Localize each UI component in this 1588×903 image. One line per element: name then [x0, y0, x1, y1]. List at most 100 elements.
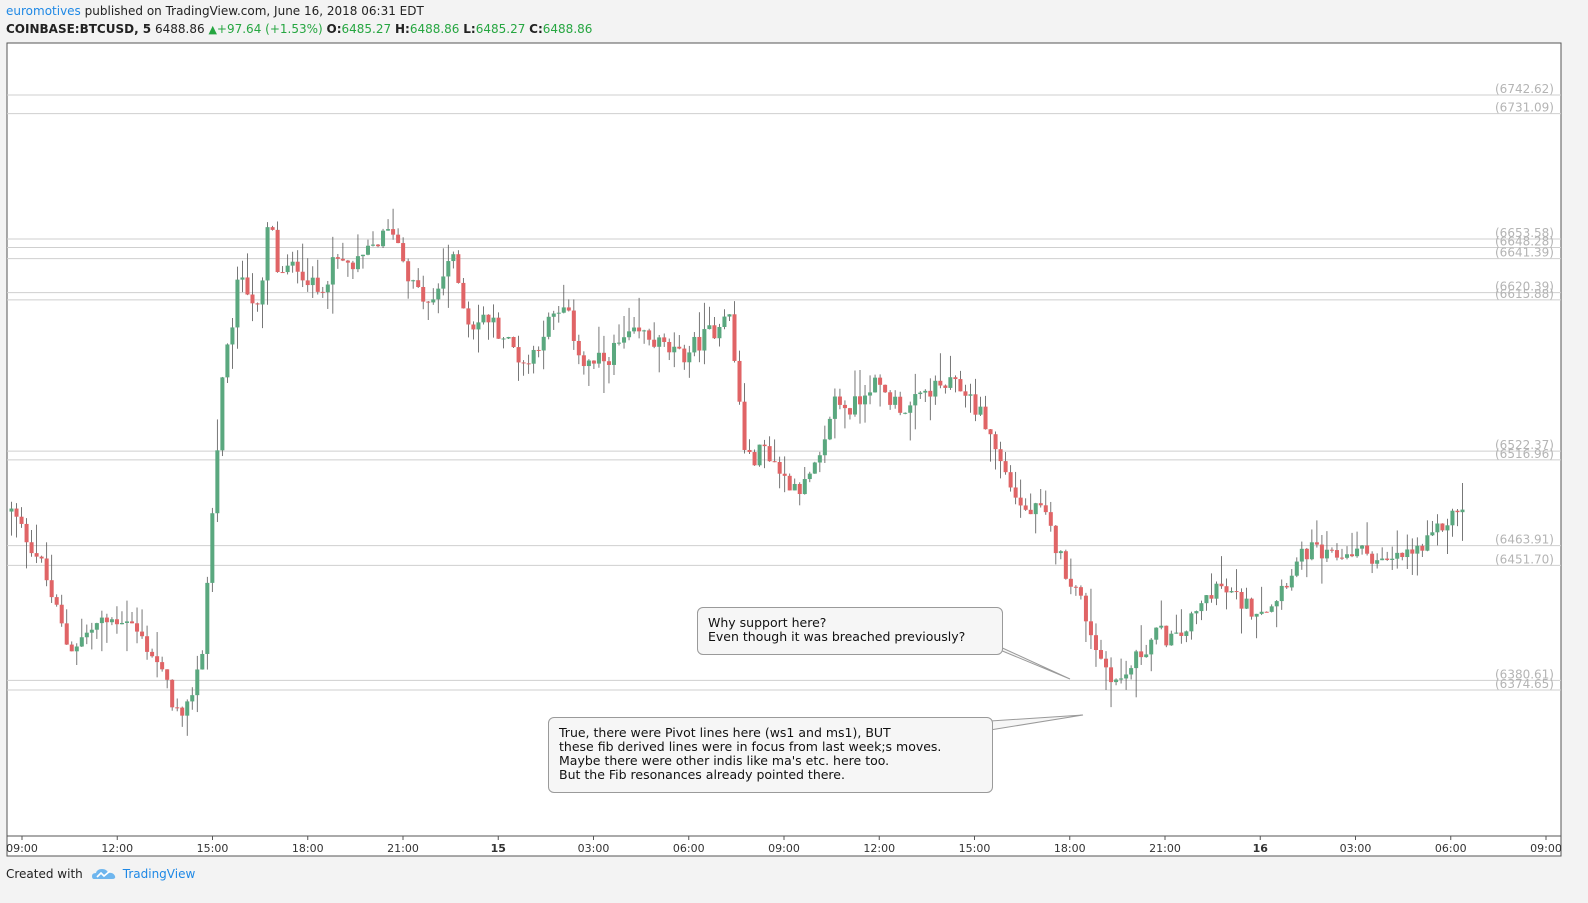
candle-body	[923, 390, 928, 393]
x-tick-label: 16	[1253, 842, 1269, 855]
candle-body	[59, 604, 64, 624]
candle-body	[1184, 631, 1189, 636]
candle-body	[797, 483, 802, 495]
candle-body	[195, 669, 200, 696]
candle-body	[822, 439, 827, 456]
candle-body	[596, 352, 601, 364]
candle-body	[1410, 549, 1415, 554]
candle-body	[933, 380, 938, 397]
candle-body	[360, 254, 365, 257]
x-tick-label: 21:00	[387, 842, 419, 855]
symbol-name: COINBASE:BTCUSD, 5	[6, 22, 152, 36]
level-label: (6451.70)	[1495, 552, 1554, 566]
candle-body	[637, 327, 642, 332]
candle-body	[692, 336, 697, 353]
candle-body	[948, 377, 953, 388]
candle-body	[461, 282, 466, 309]
candle-body	[1239, 592, 1244, 609]
candle-body	[436, 288, 441, 300]
created-with-text: Created with	[6, 867, 83, 881]
candle-body	[511, 337, 516, 348]
candle-body	[476, 322, 481, 330]
candle-body	[109, 619, 114, 623]
candle-body	[225, 344, 230, 378]
candle-body	[381, 230, 386, 247]
candle-body	[1385, 558, 1390, 560]
tradingview-brand[interactable]: TradingView	[122, 867, 196, 881]
candle-body	[1068, 578, 1073, 587]
callout-pointer-1	[984, 639, 1071, 680]
candle-body	[1043, 505, 1048, 513]
candle-body	[290, 261, 295, 266]
candle-body	[566, 307, 571, 311]
candle-body	[1038, 503, 1043, 506]
candle-body	[1350, 554, 1355, 557]
tradingview-cloud-icon	[91, 869, 115, 879]
callout-why-support[interactable]: Why support here? Even though it was bre…	[697, 607, 1003, 655]
candle-body	[802, 479, 807, 495]
candle-body	[1124, 674, 1129, 679]
candle-body	[857, 396, 863, 405]
candle-body	[807, 473, 812, 480]
candle-body	[34, 553, 39, 557]
open-value: 6485.27	[341, 22, 392, 36]
candle-body	[421, 286, 426, 302]
candle-body	[792, 483, 797, 491]
candle-body	[1345, 554, 1350, 558]
candle-body	[1355, 548, 1360, 557]
candle-body	[827, 418, 832, 440]
candle-body	[918, 392, 923, 395]
candle-body	[1234, 591, 1239, 593]
candle-body	[903, 412, 908, 414]
candle-body	[230, 327, 235, 345]
candle-body	[893, 396, 898, 405]
x-tick-label: 12:00	[101, 842, 133, 855]
candle-body	[280, 272, 285, 274]
candle-body	[752, 452, 757, 466]
candle-body	[155, 656, 160, 663]
candle-body	[1149, 639, 1154, 655]
candle-body	[908, 405, 913, 413]
candle-body	[591, 360, 596, 364]
candle-body	[576, 340, 581, 356]
candle-body	[235, 279, 240, 328]
candle-body	[742, 401, 747, 450]
candle-body	[1445, 525, 1450, 531]
candle-body	[1450, 510, 1455, 526]
x-tick-label: 12:00	[863, 842, 895, 855]
candle-body	[1078, 587, 1083, 596]
close-value: 6488.86	[542, 22, 593, 36]
candle-body	[812, 462, 817, 474]
candle-body	[1189, 613, 1194, 632]
candle-body	[300, 271, 305, 281]
high-value: 6488.86	[409, 22, 460, 36]
candle-body	[376, 244, 381, 247]
candle-body	[642, 330, 647, 332]
candle-body	[49, 580, 54, 598]
candle-body	[94, 623, 99, 630]
candle-body	[1134, 651, 1139, 669]
candle-body	[466, 308, 471, 325]
candle-body	[315, 277, 320, 292]
candle-body	[1425, 535, 1430, 551]
candle-body	[1329, 549, 1334, 551]
candle-body	[913, 394, 918, 406]
author-link[interactable]: euromotives	[6, 4, 81, 18]
candle-body	[943, 385, 948, 388]
candle-body	[481, 314, 486, 323]
candle-body	[1400, 552, 1405, 558]
candle-body	[727, 314, 732, 317]
candle-body	[240, 277, 245, 280]
candle-body	[697, 336, 702, 351]
callout-pivot-explanation[interactable]: True, there were Pivot lines here (ws1 a…	[548, 717, 993, 793]
candle-body	[516, 347, 521, 363]
high-label: H:	[394, 22, 410, 36]
candle-body	[526, 363, 531, 365]
candle-body	[1455, 510, 1460, 513]
x-tick-label: 06:00	[673, 842, 705, 855]
candle-body	[355, 256, 360, 270]
candle-body	[561, 307, 566, 313]
candle-body	[767, 446, 772, 462]
candle-body	[451, 254, 456, 262]
candle-body	[1008, 472, 1013, 488]
